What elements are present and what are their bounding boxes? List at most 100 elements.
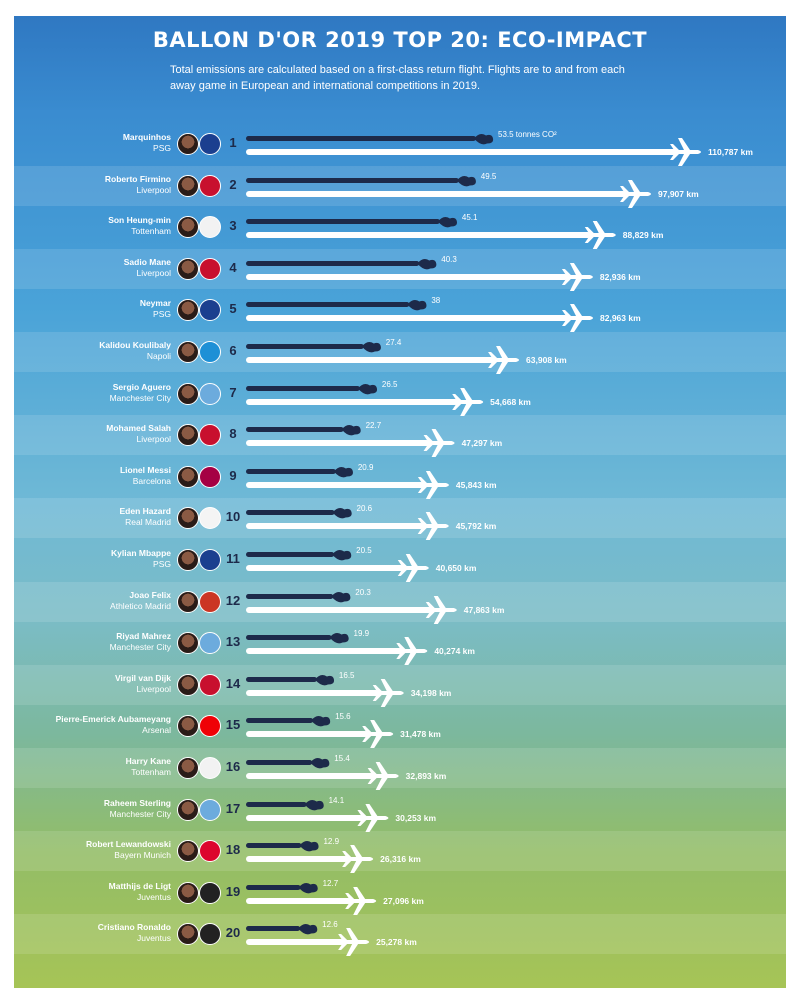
player-name: Matthijs de Ligt: [108, 880, 171, 891]
distance-bar: [246, 897, 352, 904]
airplane-icon: [452, 387, 484, 416]
player-avatar: [177, 257, 199, 280]
distance-value-label: 88,829 km: [623, 230, 664, 240]
player-name: Raheem Sterling: [103, 797, 171, 808]
player-avatar: [177, 465, 199, 488]
emission-value-label: 12.6: [322, 920, 338, 929]
airplane-icon: [417, 470, 449, 499]
distance-value-label: 45,843 km: [456, 480, 497, 490]
player-club: Liverpool: [136, 683, 172, 694]
emission-value-label: 26.5: [382, 380, 398, 389]
player-avatar: [177, 299, 199, 322]
rank-number: 1: [229, 135, 237, 150]
emission-value-label: 14.1: [329, 796, 345, 805]
emission-bar: [246, 635, 332, 641]
club-crest-icon: [199, 299, 221, 322]
player-avatar: [177, 382, 199, 405]
player-club: Juventus: [136, 891, 171, 902]
flight-route-graphic: 27.4 63,908 km: [246, 338, 567, 374]
player-name: Son Heung-min: [108, 215, 171, 226]
emission-value-label: 27.4: [386, 338, 402, 347]
emission-value-label: 40.3: [441, 255, 457, 264]
smoke-icon: [361, 342, 381, 353]
airplane-icon: [372, 678, 404, 707]
emission-value-label: 12.7: [323, 879, 339, 888]
rank-number: 12: [225, 592, 241, 608]
player-club: PSG: [153, 559, 171, 569]
emission-bar: [246, 385, 360, 391]
airplane-icon: [425, 595, 457, 624]
rank-number: 19: [225, 883, 241, 899]
flight-route-graphic: 14.1 30,253 km: [246, 796, 437, 832]
player-avatar: [177, 757, 199, 779]
club-crest-icon: [199, 632, 221, 655]
player-avatar: [177, 133, 199, 155]
emission-bar: [246, 177, 459, 183]
distance-value-label: 45,792 km: [456, 521, 497, 531]
rank-number: 2: [229, 176, 237, 192]
emission-bar: [246, 468, 336, 474]
player-name: Pierre-Emerick Aubameyang: [55, 714, 171, 725]
emission-bar: [246, 718, 314, 724]
emission-bar: [246, 136, 476, 141]
table-row: Raheem Sterling Manchester City 17 14.1 30,2…: [14, 790, 786, 832]
smoke-icon: [298, 924, 318, 935]
flight-route-graphic: 15.4 32,893 km: [246, 754, 447, 790]
player-club: Barcelona: [132, 475, 171, 486]
player-club: Manchester City: [109, 642, 171, 653]
flight-route-graphic: 16.5 34,198 km: [246, 671, 452, 707]
player-club: Liverpool: [136, 184, 172, 195]
smoke-icon: [437, 217, 458, 228]
airplane-icon: [362, 720, 394, 749]
distance-value-label: 25,278 km: [376, 937, 417, 947]
distance-bar: [246, 648, 403, 655]
club-crest-icon: [199, 715, 221, 738]
player-club: Bayern Munich: [114, 850, 171, 861]
player-avatar: [177, 881, 199, 904]
player-club: Liverpool: [136, 267, 172, 278]
player-club: Tottenham: [131, 226, 171, 237]
emission-value-label: 20.6: [357, 504, 373, 513]
club-crest-icon: [199, 549, 221, 571]
flight-route-graphic: 12.6 25,278 km: [246, 920, 417, 957]
club-crest-icon: [199, 382, 221, 405]
player-club: PSG: [153, 309, 171, 320]
emission-bar: [246, 760, 313, 765]
club-crest-icon: [199, 923, 221, 946]
player-avatar: [177, 590, 199, 613]
distance-value-label: 31,478 km: [400, 729, 441, 739]
emission-bar: [246, 801, 307, 807]
subtitle: Total emissions are calculated based on …: [170, 64, 625, 92]
smoke-icon: [332, 508, 352, 519]
flight-route-graphic: 12.9 26,316 km: [246, 837, 421, 874]
player-avatar: [177, 923, 199, 946]
player-name: Cristiano Ronaldo: [97, 922, 171, 933]
emission-bar: [246, 219, 440, 225]
player-avatar: [177, 673, 199, 696]
flight-route-graphic: 20.3 47,863 km: [246, 588, 505, 624]
airplane-icon: [338, 928, 370, 957]
emission-value-label: 15.4: [334, 754, 350, 763]
rank-number: 11: [226, 551, 240, 566]
distance-value-label: 40,650 km: [436, 563, 477, 573]
emission-value-label: 20.9: [358, 463, 374, 472]
distance-bar: [246, 357, 495, 363]
distance-bar: [246, 398, 459, 405]
table-row: Kalidou Koulibaly Napoli 6 27.4 63,908 km: [14, 332, 786, 374]
club-crest-icon: [199, 798, 221, 821]
airplane-icon: [584, 221, 616, 250]
player-avatar: [177, 216, 199, 239]
table-row: Mohamed Salah Liverpool 8 22.7 47,297 km: [14, 415, 786, 458]
table-row: Cristiano Ronaldo Juventus 20 12.6 25,278 km: [14, 914, 786, 957]
smoke-icon: [298, 882, 318, 894]
emission-value-label: 53.5 tonnes CO²: [498, 130, 557, 139]
distance-bar: [246, 731, 369, 738]
emission-bar: [246, 260, 420, 266]
player-name: Roberto Firmino: [104, 173, 171, 184]
rank-number: 14: [225, 675, 241, 691]
rank-number: 13: [225, 634, 241, 650]
player-name: Neymar: [139, 298, 171, 309]
distance-value-label: 82,936 km: [600, 272, 641, 282]
distance-bar: [246, 273, 568, 280]
table-row: Sergio Aguero Manchester City 7 26.5 54,668 …: [14, 374, 786, 416]
